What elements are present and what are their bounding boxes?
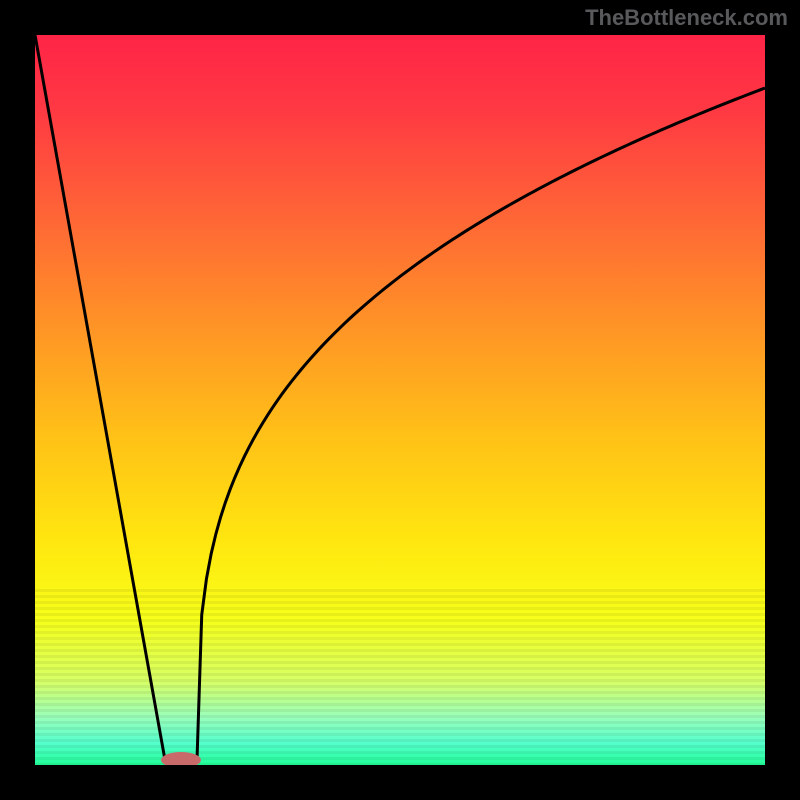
chart-root: TheBottleneck.com [0, 0, 800, 800]
chart-svg [0, 0, 800, 800]
watermark-text: TheBottleneck.com [585, 5, 788, 31]
